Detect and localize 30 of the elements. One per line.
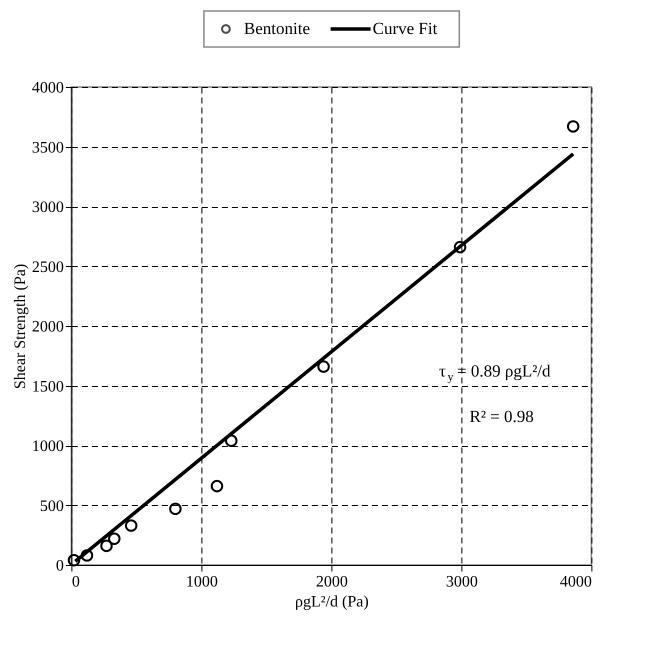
- point: [169, 502, 182, 516]
- y-tick-label: 0: [56, 558, 64, 574]
- point: [100, 540, 113, 552]
- point: [225, 434, 238, 447]
- x-tick-label: 3000: [446, 574, 478, 590]
- x-tick-label: 1000: [186, 574, 218, 590]
- point: [80, 549, 94, 562]
- y-axis-title: Shear Strength (Pa): [12, 264, 29, 390]
- y-tick-label: 2500: [32, 258, 64, 276]
- x-tick-label: 2000: [316, 574, 348, 590]
- y-tick-label: 1500: [32, 378, 64, 396]
- point: [454, 240, 466, 254]
- point: [566, 120, 580, 133]
- point: [124, 519, 138, 532]
- x-axis-title: ρgL²/d (Pa): [295, 594, 369, 610]
- y-tick-label: 500: [40, 498, 64, 515]
- y-tick-label: 1000: [32, 438, 64, 455]
- y-tick-label: 4000: [32, 80, 64, 96]
- point: [317, 360, 330, 373]
- point: [108, 532, 121, 545]
- y-tick-label: 2000: [32, 318, 64, 336]
- annotation: R² = 0.98: [469, 406, 534, 426]
- y-tick-label: 3000: [32, 199, 64, 216]
- legend-label: Bentonite: [244, 19, 310, 38]
- y-tick-label: 3500: [32, 139, 64, 156]
- x-tick-label: 0: [72, 574, 80, 590]
- x-tick-label: 4000: [560, 574, 592, 590]
- legend-label: Curve Fit: [372, 19, 438, 38]
- point: [68, 554, 80, 566]
- point: [210, 480, 224, 492]
